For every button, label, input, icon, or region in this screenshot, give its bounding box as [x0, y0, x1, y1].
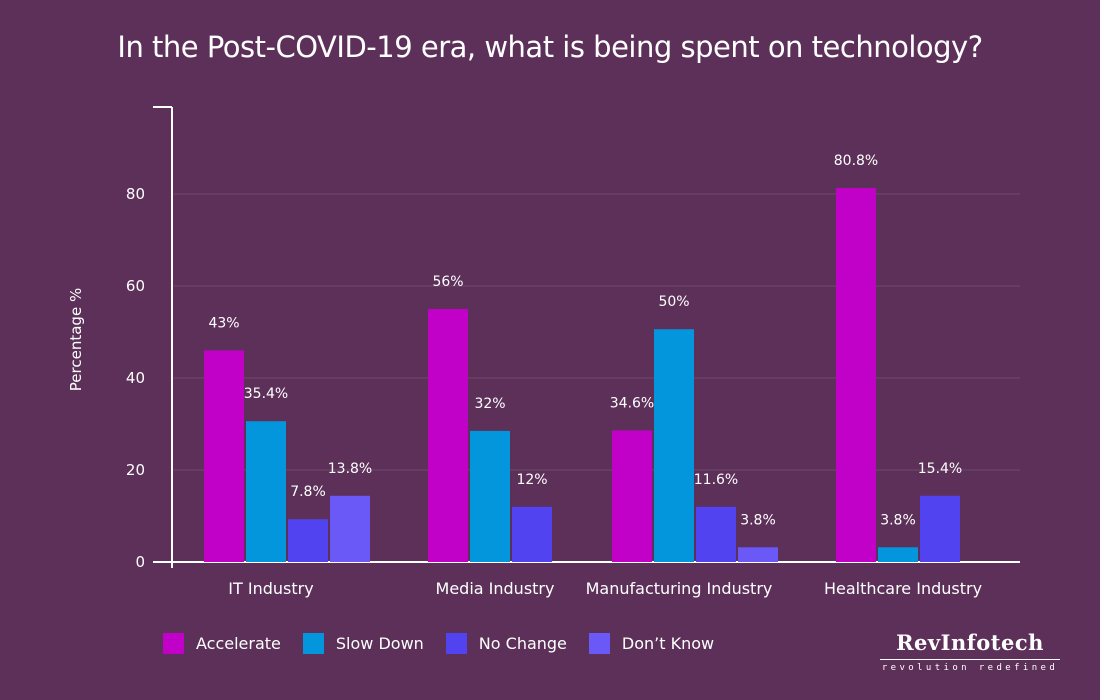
bar-slow-down-2 [654, 329, 694, 562]
bar-no-change-0 [288, 519, 328, 562]
data-label: 35.4% [244, 386, 288, 402]
legend-swatch [588, 633, 610, 654]
legend-item: Accelerate [163, 633, 281, 654]
data-label: 7.8% [290, 484, 326, 500]
legend-item: Don’t Know [588, 633, 715, 654]
legend-label: No Change [478, 634, 567, 653]
y-tick-label: 0 [135, 553, 145, 571]
bar-no-change-1 [512, 506, 552, 562]
y-axis-title: Percentage % [67, 288, 85, 391]
legend-swatch [163, 633, 184, 654]
data-label: 11.6% [694, 472, 738, 488]
bar-no-change-3 [920, 495, 960, 562]
category-label: Manufacturing Industry [586, 579, 773, 598]
data-label: 15.4% [918, 461, 962, 477]
legend-label: Don’t Know [621, 634, 715, 653]
legend: Accelerate Slow Down No Change Don’t Know [163, 633, 736, 654]
category-label: Healthcare Industry [824, 579, 982, 598]
brand-logo: RevInfotech revolution redefined [880, 630, 1060, 673]
data-label: 3.8% [880, 512, 916, 528]
data-label: 3.8% [740, 512, 776, 528]
y-tick-label: 40 [126, 369, 145, 387]
category-label: Media Industry [436, 579, 555, 598]
data-label: 12% [516, 472, 547, 488]
data-label: 13.8% [328, 461, 372, 477]
bar-don-t-know-2 [738, 547, 778, 562]
legend-item: Slow Down [302, 633, 424, 654]
y-tick-label: 20 [126, 461, 145, 479]
data-label: 50% [658, 294, 689, 310]
data-label: 80.8% [834, 153, 878, 169]
bar-no-change-2 [696, 506, 736, 562]
data-label: 43% [208, 315, 239, 331]
y-tick-label: 60 [126, 277, 145, 295]
brand-name: RevInfotech [880, 630, 1060, 660]
legend-item: No Change [445, 633, 567, 654]
category-label: IT Industry [228, 579, 313, 598]
legend-swatch [302, 633, 324, 654]
bar-accelerate-2 [612, 430, 652, 562]
bar-slow-down-1 [470, 430, 510, 562]
data-label: 32% [474, 396, 505, 412]
bar-accelerate-3 [836, 188, 876, 562]
data-label: 34.6% [610, 395, 654, 411]
y-tick-label: 80 [126, 185, 145, 203]
data-label: 56% [432, 274, 463, 290]
bar-slow-down-0 [246, 421, 286, 562]
chart-title: In the Post-COVID-19 era, what is being … [117, 30, 983, 64]
legend-label: Slow Down [335, 634, 424, 653]
bar-slow-down-3 [878, 547, 918, 562]
bar-don-t-know-0 [330, 495, 370, 562]
legend-label: Accelerate [196, 634, 281, 653]
legend-swatch [445, 633, 467, 654]
brand-tagline: revolution redefined [881, 663, 1059, 673]
bar-accelerate-1 [428, 309, 468, 562]
bar-accelerate-0 [204, 350, 244, 562]
